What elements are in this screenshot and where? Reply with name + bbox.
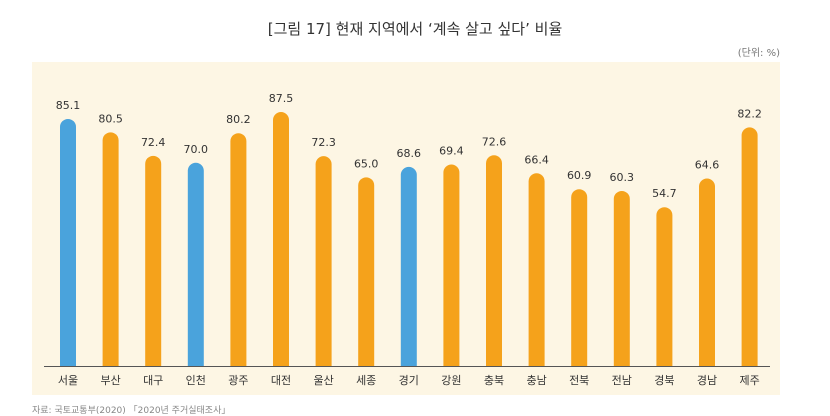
category-label-세종: 세종 [356,374,376,387]
category-label-강원: 강원 [441,374,461,387]
value-label-경북: 54.7 [652,187,677,200]
value-label-대전: 87.5 [269,92,294,105]
category-label-충남: 충남 [526,374,546,387]
category-label-울산: 울산 [313,374,333,387]
category-label-경남: 경남 [697,374,717,387]
value-label-전북: 60.9 [567,169,592,182]
unit-label: (단위: %) [737,48,780,59]
value-label-제주: 82.2 [737,107,762,120]
category-label-부산: 부산 [100,374,120,387]
category-label-광주: 광주 [228,374,248,387]
value-label-충북: 72.6 [482,135,507,148]
value-label-세종: 65.0 [354,157,379,170]
value-label-서울: 85.1 [56,99,81,112]
bar-경남 [699,178,715,366]
bar-제주 [741,127,758,366]
category-label-대구: 대구 [143,374,163,387]
bar-강원 [443,164,460,366]
source-note: 자료: 국토교통부(2020) 「2020년 주거실태조사」 [32,406,231,416]
category-label-전남: 전남 [612,374,632,387]
bar-광주 [230,133,247,366]
value-label-인천: 70.0 [184,143,209,156]
value-label-부산: 80.5 [98,112,123,125]
value-label-울산: 72.3 [311,136,336,149]
bar-충북 [486,155,502,366]
category-label-경북: 경북 [654,374,674,387]
category-label-대전: 대전 [271,374,291,387]
bar-울산 [315,156,332,366]
value-label-강원: 69.4 [439,145,464,158]
category-label-제주: 제주 [739,374,759,387]
bar-대구 [145,155,162,366]
bar-인천 [187,162,204,366]
value-label-전남: 60.3 [610,171,635,184]
bar-대전 [273,112,289,366]
category-label-전북: 전북 [569,374,589,387]
value-label-경기: 68.6 [397,147,422,160]
chart-title: [그림 17] 현재 지역에서 ‘계속 살고 싶다’ 비율 [267,20,563,38]
category-label-인천: 인천 [186,373,206,387]
bar-충남 [528,173,545,366]
category-label-경기: 경기 [399,374,419,387]
value-label-충남: 66.4 [524,153,549,166]
bar-전남 [613,190,630,366]
category-label-충북: 충북 [484,374,504,387]
value-label-경남: 64.6 [695,158,720,171]
bar-전북 [571,189,588,366]
bar-경기 [400,166,417,366]
value-label-광주: 80.2 [226,113,251,126]
bar-부산 [102,132,119,366]
bar-세종 [358,177,375,366]
bar-경북 [656,207,673,366]
category-label-서울: 서울 [58,374,78,387]
value-label-대구: 72.4 [141,136,166,149]
bar-서울 [60,118,76,366]
